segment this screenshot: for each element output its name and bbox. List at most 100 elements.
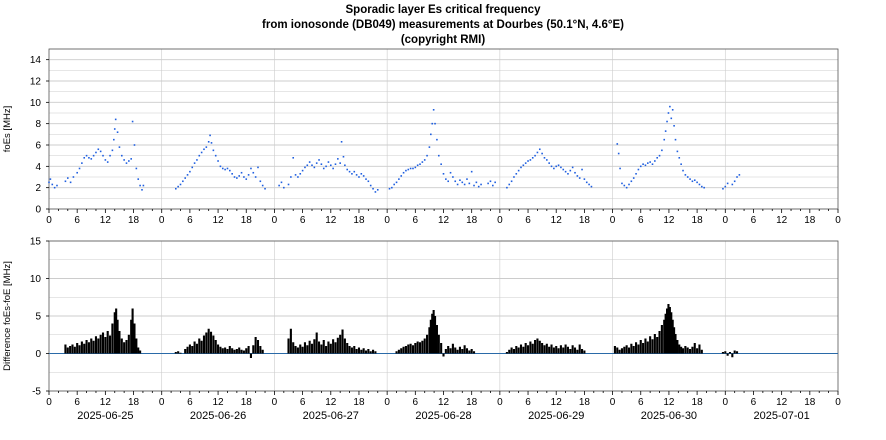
- foEs-data-point: [193, 162, 196, 164]
- difference-bar: [332, 339, 335, 354]
- foEs-data-point: [393, 183, 395, 186]
- foEs-data-point: [442, 173, 445, 175]
- difference-bar: [472, 351, 476, 354]
- top-x-tick-label: 6: [300, 215, 306, 226]
- difference-bar: [644, 338, 647, 354]
- difference-bar: [400, 348, 403, 354]
- difference-bar: [73, 346, 76, 354]
- foEs-data-point: [445, 178, 447, 180]
- foEs-data-point: [92, 154, 95, 157]
- top-x-tick-label: 6: [74, 215, 80, 226]
- foEs-data-point: [466, 178, 468, 180]
- foEs-data-point: [701, 185, 703, 188]
- foEs-data-point: [365, 178, 367, 180]
- difference-bar: [343, 338, 346, 354]
- difference-bar: [667, 304, 670, 354]
- difference-bar: [322, 340, 325, 354]
- difference-bar: [71, 344, 74, 354]
- foEs-data-point: [517, 169, 520, 172]
- bottom-x-tick-label: 18: [466, 397, 478, 408]
- difference-bar: [355, 349, 358, 354]
- foEs-data-point: [315, 162, 318, 164]
- difference-bar: [78, 345, 81, 354]
- difference-bar: [407, 344, 410, 354]
- foEs-data-point: [128, 160, 130, 162]
- difference-bar: [252, 345, 255, 354]
- difference-bar: [429, 319, 432, 354]
- difference-bar: [261, 349, 264, 354]
- foEs-data-point: [229, 169, 231, 172]
- date-label: 2025-06-30: [641, 410, 697, 422]
- foEs-data-point: [658, 154, 661, 157]
- difference-bar: [545, 343, 548, 354]
- difference-bar: [559, 345, 562, 354]
- foEs-data-point: [693, 179, 696, 181]
- foEs-data-point: [557, 164, 560, 167]
- foEs-data-point: [682, 169, 684, 172]
- foEs-data-point: [738, 174, 741, 176]
- difference-bar: [700, 349, 703, 354]
- difference-bar: [461, 349, 464, 354]
- bottom-x-tick-label: 12: [100, 397, 112, 408]
- foEs-data-point: [676, 150, 679, 153]
- difference-bar: [426, 334, 429, 354]
- foEs-data-point: [703, 186, 705, 189]
- difference-bar: [632, 346, 635, 354]
- foEs-data-point: [661, 149, 663, 152]
- bottom-x-tick-label: 0: [159, 397, 165, 408]
- difference-bar: [552, 347, 555, 354]
- foEs-data-point: [432, 109, 435, 111]
- foEs-data-point: [313, 166, 316, 169]
- bottom-y-tick-label: 15: [30, 237, 42, 248]
- difference-bar: [228, 346, 231, 354]
- foEs-data-point: [342, 155, 345, 158]
- foEs-data-point: [109, 154, 111, 157]
- difference-bar: [224, 347, 227, 354]
- difference-bar: [635, 342, 638, 354]
- difference-bar: [116, 319, 119, 354]
- difference-bar: [367, 349, 370, 354]
- chart-subtitle: from ionosonde (DB049) measurements at D…: [262, 19, 624, 31]
- difference-bar: [728, 352, 732, 354]
- foEs-data-point: [646, 162, 649, 164]
- difference-bar: [536, 338, 539, 354]
- difference-bar: [616, 347, 619, 354]
- top-x-tick-label: 12: [776, 215, 788, 226]
- foEs-data-point: [550, 165, 553, 168]
- difference-bar: [731, 353, 734, 358]
- difference-bar: [217, 344, 220, 354]
- difference-bar: [580, 349, 584, 354]
- difference-bar: [317, 341, 321, 354]
- difference-bar: [315, 332, 318, 354]
- difference-bar: [562, 347, 565, 354]
- difference-bar: [444, 349, 447, 354]
- foEs-data-point: [81, 162, 83, 164]
- difference-bar: [109, 335, 112, 354]
- foEs-data-point: [583, 178, 586, 180]
- foEs-data-point: [358, 176, 360, 178]
- difference-bar: [671, 319, 674, 354]
- date-label: 2025-06-27: [303, 410, 359, 422]
- difference-bar: [200, 340, 203, 354]
- foEs-data-point: [667, 112, 670, 114]
- foEs-data-point: [623, 184, 626, 187]
- difference-bar: [658, 331, 661, 354]
- bottom-x-tick-label: 18: [353, 397, 365, 408]
- foEs-data-point: [567, 173, 569, 175]
- foEs-data-point: [283, 186, 285, 189]
- difference-bar: [557, 348, 560, 354]
- foEs-data-point: [207, 141, 210, 143]
- difference-bar: [254, 337, 257, 354]
- difference-bar: [336, 337, 339, 354]
- difference-bar: [646, 341, 649, 354]
- difference-bar: [69, 346, 72, 354]
- foEs-data-point: [731, 183, 734, 186]
- foEs-data-point: [423, 159, 426, 161]
- foEs-data-point: [447, 180, 449, 183]
- difference-bar: [395, 351, 398, 354]
- foEs-data-point: [506, 186, 508, 189]
- foEs-data-point: [538, 148, 541, 151]
- difference-bar: [135, 338, 138, 354]
- difference-bar: [334, 342, 337, 354]
- difference-bar: [131, 308, 134, 354]
